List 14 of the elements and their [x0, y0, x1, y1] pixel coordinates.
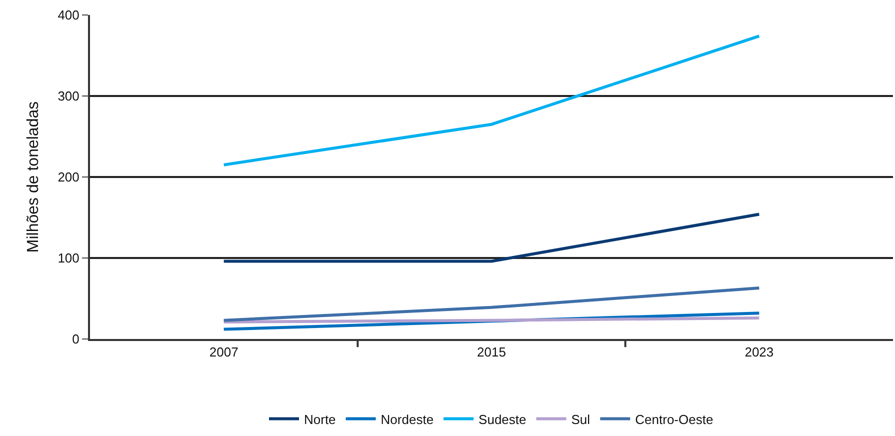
y-tick-label: 200 — [58, 170, 80, 185]
x-tick-label: 2015 — [477, 344, 506, 360]
x-tick-label: 2023 — [744, 344, 774, 360]
y-tick-label: 100 — [58, 250, 80, 266]
legend-label: Sudeste — [478, 412, 526, 427]
legend-label: Norte — [304, 412, 336, 427]
y-tick-label: 300 — [58, 88, 80, 104]
legend-label: Sul — [571, 412, 590, 427]
y-tick-label: 400 — [58, 8, 80, 23]
y-axis-title: Milhões de toneladas — [25, 101, 42, 253]
y-tick-label: 0 — [72, 332, 80, 347]
legend-label: Centro-Oeste — [635, 412, 714, 427]
x-tick-label: 2007 — [209, 344, 238, 360]
legend-label: Nordeste — [380, 412, 434, 427]
